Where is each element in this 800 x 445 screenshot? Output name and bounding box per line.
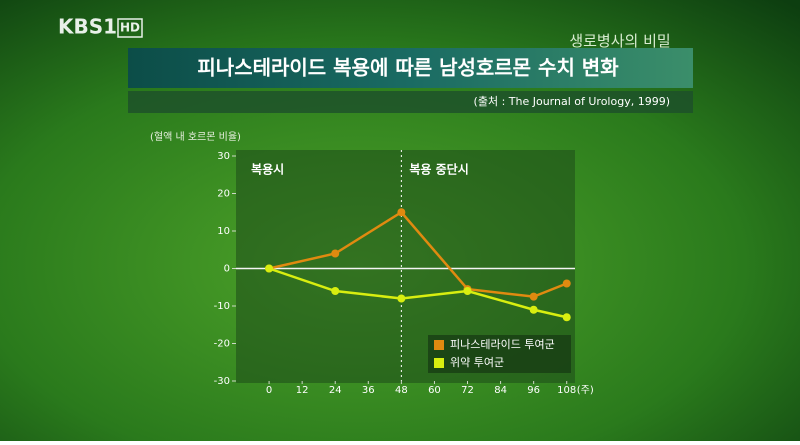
- y-tick-label: -20: [214, 339, 230, 350]
- logo-badge: HD: [120, 21, 140, 35]
- title-banner: [128, 48, 693, 88]
- x-tick-label: 96: [527, 385, 540, 396]
- y-tick-label: 0: [224, 264, 230, 275]
- source-bar: [128, 91, 693, 113]
- program-title: 생로병사의 비밀: [569, 32, 670, 50]
- x-tick-label: 0: [266, 385, 272, 396]
- point: [529, 292, 538, 301]
- legend-swatch: [434, 340, 444, 350]
- x-tick-label: 24: [329, 385, 342, 396]
- y-tick-label: -30: [214, 376, 230, 387]
- point: [562, 313, 571, 322]
- point: [463, 287, 472, 295]
- legend-label: 피나스테라이드 투여군: [450, 338, 555, 351]
- x-tick-label: 48: [395, 385, 408, 396]
- x-tick-label: 108: [557, 385, 576, 396]
- point: [331, 249, 340, 258]
- x-tick-label: 36: [362, 385, 375, 396]
- legend-label: 위약 투여군: [450, 355, 504, 369]
- y-axis-label: (혈액 내 호르몬 비율): [150, 130, 241, 143]
- point: [562, 279, 571, 288]
- point: [529, 305, 538, 314]
- title: 피나스테라이드 복용에 따른 남성호르몬 수치 변화: [197, 56, 619, 80]
- logo-badge-box: [117, 18, 143, 38]
- annotation: 복용시: [251, 162, 284, 177]
- source: (출처 : The Journal of Urology, 1999): [474, 95, 670, 108]
- x-tick-label: 12: [296, 385, 309, 396]
- point: [397, 294, 406, 303]
- legend-box: [428, 335, 571, 373]
- x-unit: (주): [577, 385, 594, 396]
- x-tick-label: 72: [461, 385, 474, 396]
- y-tick-label: -10: [214, 301, 230, 312]
- x-tick-label: 84: [494, 385, 507, 396]
- legend-swatch: [434, 358, 444, 368]
- series-line: [268, 267, 568, 319]
- y-tick-label: 10: [217, 226, 230, 237]
- series-line: [268, 210, 568, 298]
- logo: KBS1: [58, 15, 117, 39]
- point: [331, 287, 340, 295]
- x-tick-label: 60: [428, 385, 441, 396]
- y-tick-label: 30: [217, 151, 230, 162]
- y-tick-label: 20: [217, 189, 230, 200]
- point: [265, 264, 274, 273]
- annotation: 복용 중단시: [409, 162, 468, 177]
- point: [397, 208, 406, 217]
